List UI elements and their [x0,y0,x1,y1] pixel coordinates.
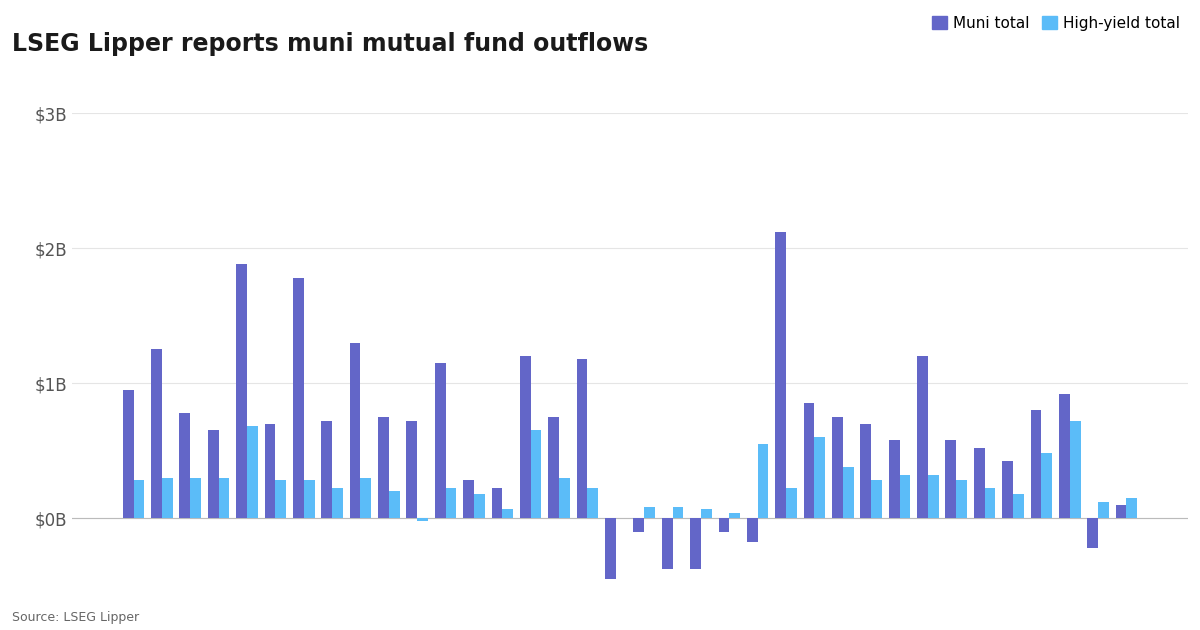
Bar [322,421,332,518]
Bar [530,430,541,518]
Bar [1098,502,1109,518]
Bar [151,350,162,518]
Bar [1031,410,1042,518]
Bar [503,508,514,518]
Bar [634,518,644,532]
Bar [389,491,400,518]
Text: Source: LSEG Lipper: Source: LSEG Lipper [12,610,139,624]
Bar [928,475,938,518]
Bar [757,444,768,518]
Bar [218,478,229,518]
Bar [719,518,730,532]
Bar [191,478,202,518]
Bar [492,488,503,518]
Bar [832,417,842,518]
Bar [842,467,853,518]
Bar [775,232,786,518]
Bar [208,430,218,518]
Bar [900,475,911,518]
Bar [985,488,996,518]
Bar [730,513,740,518]
Bar [815,437,826,518]
Bar [672,507,683,518]
Bar [661,518,672,570]
Bar [974,448,985,518]
Bar [1013,494,1024,518]
Bar [236,265,247,518]
Bar [332,488,343,518]
Bar [917,356,928,518]
Bar [122,390,133,518]
Bar [293,278,304,518]
Bar [605,518,616,579]
Bar [418,518,428,521]
Bar [434,363,445,518]
Legend: Muni total, High-yield total: Muni total, High-yield total [932,16,1181,31]
Bar [1058,394,1069,518]
Bar [275,480,286,518]
Bar [559,478,570,518]
Bar [133,480,144,518]
Bar [1087,518,1098,547]
Bar [247,427,258,518]
Bar [577,359,588,518]
Text: LSEG Lipper reports muni mutual fund outflows: LSEG Lipper reports muni mutual fund out… [12,32,648,55]
Bar [349,343,360,518]
Bar [304,480,314,518]
Bar [1042,453,1052,518]
Bar [588,488,599,518]
Bar [548,417,559,518]
Bar [264,423,275,518]
Bar [463,480,474,518]
Bar [180,413,191,518]
Bar [644,507,655,518]
Bar [690,518,701,570]
Bar [871,480,882,518]
Bar [360,478,371,518]
Bar [804,403,815,518]
Bar [786,488,797,518]
Bar [946,440,956,518]
Bar [445,488,456,518]
Bar [1127,498,1138,518]
Bar [407,421,418,518]
Bar [162,478,173,518]
Bar [378,417,389,518]
Bar [1002,461,1013,518]
Bar [956,480,967,518]
Bar [474,494,485,518]
Bar [746,518,757,542]
Bar [1069,421,1080,518]
Bar [1116,505,1127,518]
Bar [860,423,871,518]
Bar [701,508,712,518]
Bar [520,356,530,518]
Bar [889,440,900,518]
